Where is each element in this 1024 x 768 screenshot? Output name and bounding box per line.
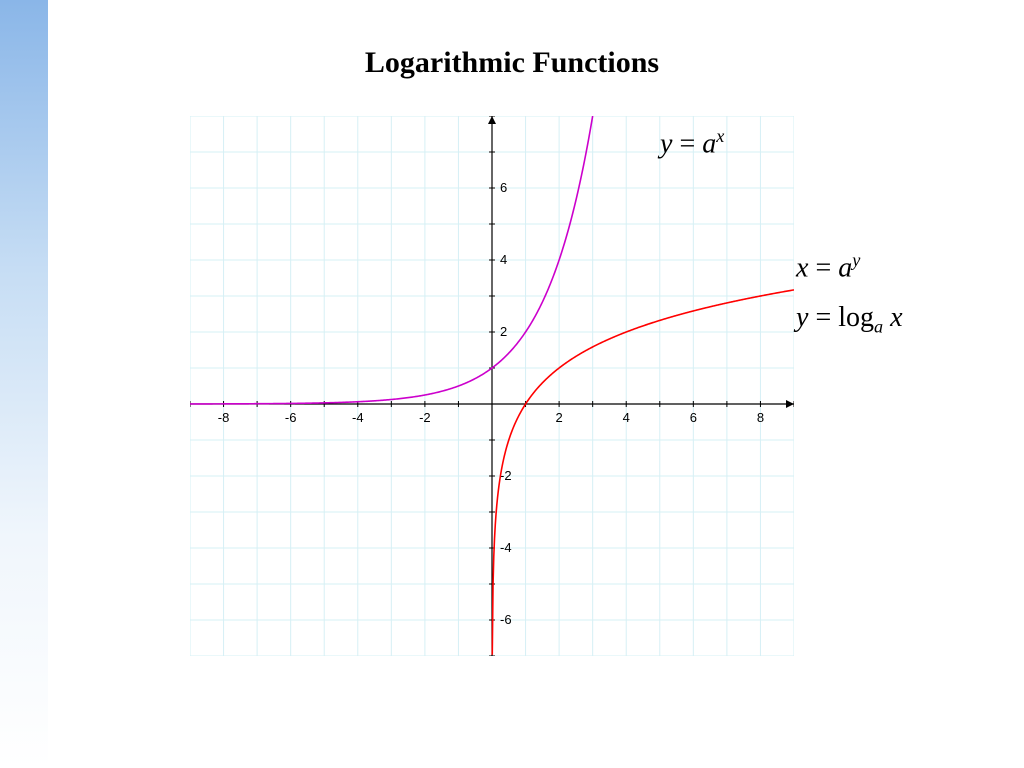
svg-text:-6: -6 [500,612,512,627]
eq1-y: y [660,128,672,159]
eq3-log: log [838,302,874,333]
svg-text:2: 2 [500,324,507,339]
slide-gradient-strip [0,0,48,768]
equation-inverse-exponential: x = ay [796,250,860,284]
eq1-eq: = [672,128,702,159]
svg-text:4: 4 [623,410,630,425]
svg-text:-4: -4 [352,410,364,425]
eq3-eq: = [808,302,838,333]
eq2-y: y [852,250,860,270]
eq3-y: y [796,302,808,333]
svg-text:-6: -6 [285,410,297,425]
svg-text:-8: -8 [218,410,230,425]
svg-text:-4: -4 [500,540,512,555]
eq3-a: a [874,317,883,337]
svg-text:4: 4 [500,252,507,267]
svg-text:2: 2 [555,410,562,425]
eq3-x: x [883,302,902,333]
svg-text:-2: -2 [419,410,431,425]
eq1-x: x [716,126,724,146]
svg-text:6: 6 [690,410,697,425]
svg-text:6: 6 [500,180,507,195]
eq1-a: a [702,128,716,159]
eq2-a: a [838,252,852,283]
eq2-eq: = [808,252,838,283]
chart-container: -8-6-4-22468-6-4-2246 [190,116,794,656]
equation-logarithm: y = loga x [796,302,903,338]
eq2-x: x [796,252,808,283]
equation-exponential: y = ax [660,126,724,160]
slide-title: Logarithmic Functions [0,46,1024,80]
chart-svg: -8-6-4-22468-6-4-2246 [190,116,794,656]
svg-text:8: 8 [757,410,764,425]
